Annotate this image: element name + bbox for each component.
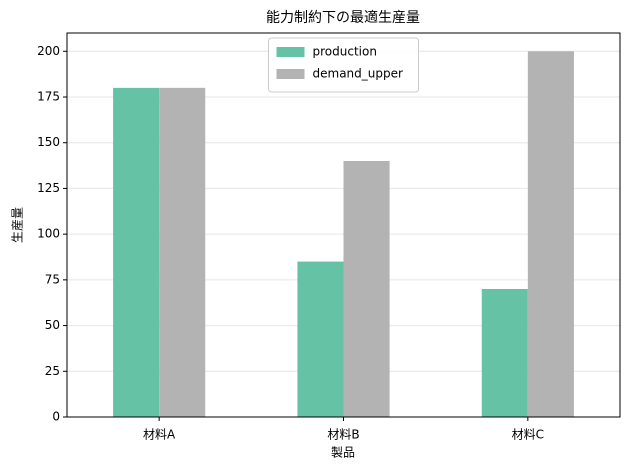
y-tick-label: 175 xyxy=(37,90,60,104)
plot-frame xyxy=(66,32,621,418)
y-tick-label: 75 xyxy=(45,272,60,286)
bar xyxy=(481,289,528,417)
legend-swatch xyxy=(276,69,305,79)
x-tick-label: 材料B xyxy=(327,428,359,442)
bar xyxy=(343,161,390,417)
x-axis-label: 製品 xyxy=(331,446,355,460)
bar xyxy=(113,87,160,417)
bar xyxy=(527,51,574,418)
chart-title: 能力制約下の最適生産量 xyxy=(266,9,420,26)
y-axis-label: 生産量 xyxy=(10,207,25,243)
legend-label: demand_upper xyxy=(313,67,403,81)
y-tick-label: 200 xyxy=(37,44,60,58)
y-tick-label: 25 xyxy=(45,364,60,378)
bar xyxy=(159,87,206,417)
legend-label: production xyxy=(313,45,377,59)
y-tick-label: 125 xyxy=(37,181,60,195)
y-tick-label: 150 xyxy=(37,135,60,149)
y-tick-label: 0 xyxy=(52,410,60,424)
legend-swatch xyxy=(276,47,305,57)
x-tick-label: 材料A xyxy=(143,428,176,442)
y-tick-label: 50 xyxy=(45,318,60,332)
x-tick-label: 材料C xyxy=(512,428,544,442)
y-tick-label: 100 xyxy=(37,227,60,241)
legend: production demand_upper xyxy=(268,37,419,93)
bar xyxy=(297,261,344,417)
legend-box xyxy=(268,37,419,93)
